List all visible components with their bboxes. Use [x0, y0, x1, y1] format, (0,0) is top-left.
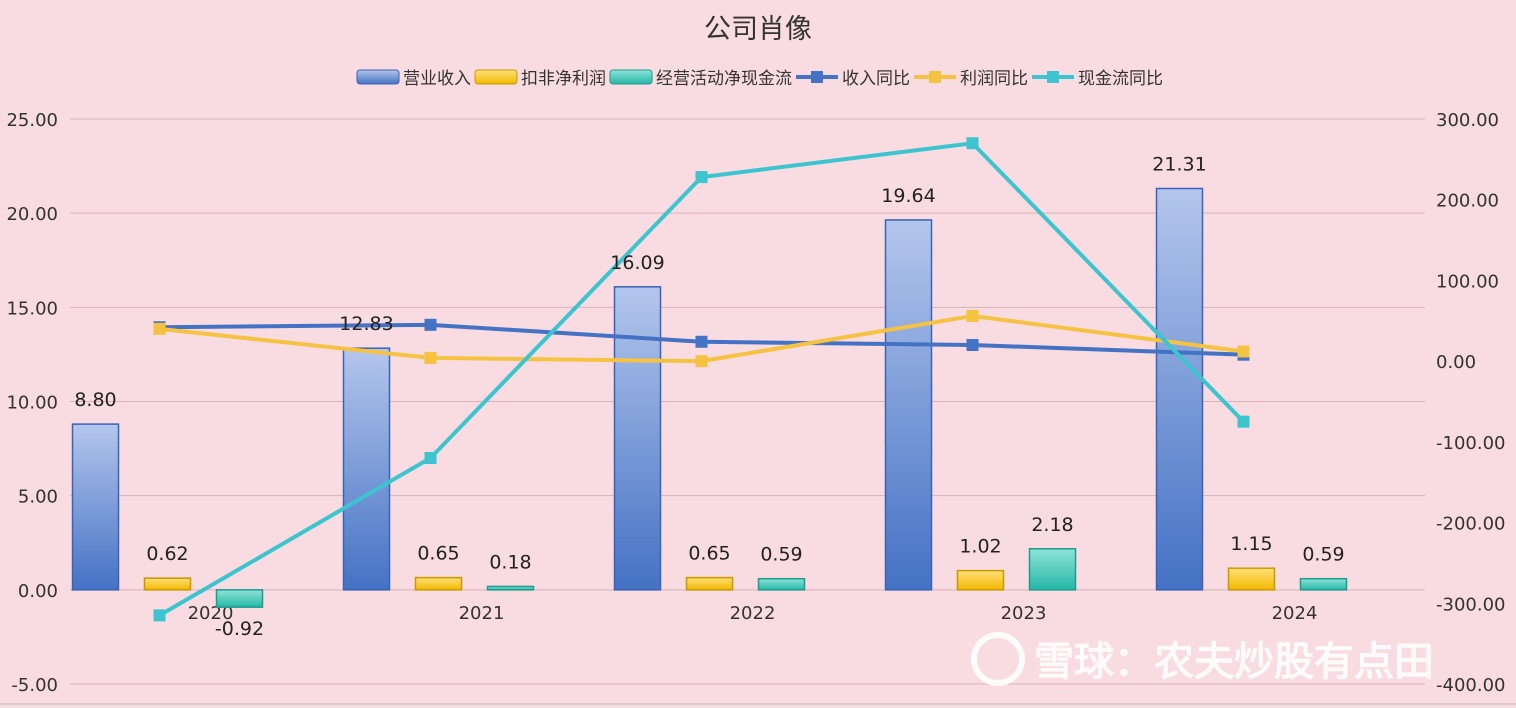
watermark: 雪球：农夫炒股有点田 [971, 632, 1434, 686]
y-right-tick-label: 300.00 [1436, 110, 1499, 131]
bar [1155, 187, 1204, 591]
bar-data-label: 0.18 [489, 551, 531, 573]
chart-title: 公司肖像 [704, 14, 812, 45]
y-left-tick-label: 0.00 [18, 581, 58, 602]
bar-data-label: 2.18 [1031, 514, 1073, 536]
bar [685, 576, 734, 591]
line-point [153, 322, 166, 335]
legend-marker [811, 71, 823, 83]
bar [71, 423, 120, 591]
y-right-tick-label: -300.00 [1436, 594, 1505, 615]
grid [0, 118, 1516, 705]
bar [884, 219, 933, 591]
bar [956, 569, 1005, 591]
line-point [695, 355, 708, 368]
bar-data-label: -0.92 [215, 618, 264, 640]
legend-marker [1047, 71, 1059, 83]
bar-data-label: 16.09 [610, 252, 664, 274]
bar [414, 576, 463, 591]
line-point [1237, 415, 1250, 428]
line-point [424, 318, 437, 331]
y-right-tick-label: 0.00 [1436, 352, 1476, 373]
bar-data-label: 1.15 [1230, 533, 1272, 555]
watermark-logo-icon [971, 632, 1025, 686]
x-tick-label: 2020 [188, 603, 234, 624]
legend-label: 收入同比 [842, 69, 910, 89]
x-tick-label: 2023 [1001, 603, 1047, 624]
bar-data-label: 21.31 [1152, 153, 1206, 175]
bar-data-label: 0.65 [417, 543, 459, 565]
bar [486, 585, 535, 591]
bar [215, 589, 264, 608]
bar-data-label: 0.59 [760, 544, 802, 566]
legend-swatch [609, 69, 653, 85]
y-left-tick-label: 15.00 [6, 298, 58, 319]
line-point [966, 339, 979, 351]
line-point [1237, 345, 1250, 358]
line-point [966, 137, 979, 150]
bar-data-label: 1.02 [959, 536, 1001, 558]
line-point [424, 452, 437, 464]
legend-label: 经营活动净现金流 [656, 69, 792, 89]
bar-data-label: 19.64 [881, 185, 935, 207]
line-point [966, 309, 979, 322]
x-tick-label: 2024 [1272, 603, 1318, 624]
y-right-tick-label: -100.00 [1436, 433, 1505, 454]
data-labels: 8.80 12.83 16.09 19.64 21.31 0.62 0.65 0.65 1.02… [74, 153, 1344, 640]
axes: 25.00 20.00 15.00 10.00 5.00 0.00 -5.00 300.00 2… [6, 110, 1505, 696]
lines [153, 137, 1250, 622]
x-tick-label: 2021 [459, 603, 505, 624]
legend-swatch [474, 69, 518, 85]
bar [1028, 548, 1077, 591]
y-left-tick-label: 5.00 [18, 487, 58, 508]
line-point [695, 171, 708, 184]
y-right-tick-label: -400.00 [1436, 675, 1505, 696]
y-left-tick-label: 10.00 [6, 393, 58, 414]
y-left-tick-label: 25.00 [6, 110, 58, 131]
y-left-tick-label: 20.00 [6, 204, 58, 225]
y-left-tick-label: -5.00 [11, 675, 58, 696]
bar [613, 286, 662, 591]
y-right-tick-label: 100.00 [1436, 271, 1499, 292]
bar [143, 577, 192, 591]
legend-label: 扣非净利润 [521, 69, 606, 89]
legend-label: 现金流同比 [1078, 69, 1163, 89]
legend-label: 营业收入 [403, 69, 471, 89]
bar [342, 347, 391, 591]
y-right-tick-label: 200.00 [1436, 191, 1499, 212]
bar-data-label: 0.59 [1302, 544, 1344, 566]
watermark-text: 雪球：农夫炒股有点田 [1034, 639, 1434, 685]
bar [1299, 577, 1348, 591]
bar-data-label: 8.80 [74, 389, 116, 411]
legend-marker [929, 71, 941, 83]
legend-label: 利润同比 [960, 69, 1028, 89]
line-point [695, 335, 708, 348]
x-tick-label: 2022 [730, 603, 776, 624]
bar [1227, 567, 1276, 591]
line-point [153, 609, 166, 622]
bar [757, 577, 806, 591]
legend-swatch [356, 69, 400, 85]
bars [71, 187, 1348, 608]
legend: 营业收入 扣非净利润 经营活动净现金流 收入同比 利润同比 现金流同比 [356, 69, 1163, 89]
line-point [424, 351, 437, 364]
y-right-tick-label: -200.00 [1436, 514, 1505, 535]
bar-data-label: 0.62 [146, 543, 188, 565]
bar-data-label: 0.65 [688, 543, 730, 565]
bar-data-label: 12.83 [339, 313, 393, 335]
